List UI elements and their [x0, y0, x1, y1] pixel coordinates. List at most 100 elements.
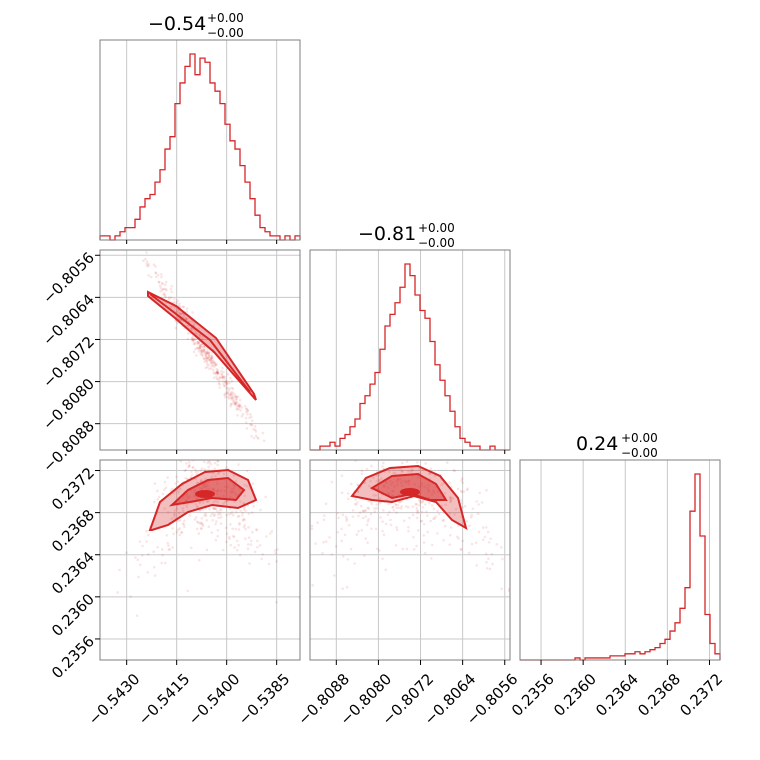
sample-point	[200, 516, 204, 520]
sample-point	[322, 514, 326, 517]
title-param-1-err-minus: −0.00	[207, 26, 244, 40]
sample-point	[217, 516, 221, 520]
sample-point	[154, 271, 158, 275]
sample-point	[229, 376, 232, 380]
sample-point	[210, 356, 214, 360]
sample-point	[225, 380, 229, 383]
sample-point	[246, 547, 250, 551]
sample-point	[176, 299, 180, 302]
sample-point	[180, 531, 184, 535]
sample-point	[159, 290, 162, 293]
sample-point	[193, 321, 196, 325]
sample-point	[227, 389, 230, 393]
sample-point	[441, 519, 445, 522]
sample-point	[199, 351, 202, 355]
sample-point	[162, 293, 165, 296]
sample-point	[195, 527, 199, 531]
sample-point	[255, 528, 259, 532]
sample-point	[227, 397, 231, 400]
sample-point	[233, 546, 236, 549]
sample-point	[178, 519, 182, 522]
sample-point	[166, 511, 170, 514]
sample-point	[205, 356, 208, 360]
sample-point	[466, 487, 469, 490]
sample-point	[444, 503, 447, 507]
sample-point	[173, 298, 176, 301]
sample-point	[237, 407, 241, 410]
sample-point	[194, 354, 198, 357]
sample-point	[415, 506, 419, 510]
scatter-points	[142, 251, 270, 457]
sample-point	[213, 363, 216, 366]
sample-point	[231, 527, 234, 531]
sample-point	[514, 597, 517, 600]
sample-point	[167, 298, 171, 301]
sample-point	[240, 406, 244, 409]
sample-point	[200, 453, 203, 456]
sample-point	[225, 466, 228, 469]
sample-point	[169, 305, 172, 309]
sample-point	[252, 427, 255, 431]
sample-point	[174, 326, 178, 330]
sample-point	[234, 401, 238, 405]
sample-point	[363, 509, 367, 513]
sample-point	[194, 516, 198, 519]
sample-point	[359, 504, 363, 508]
sample-point	[182, 523, 186, 526]
sample-point	[235, 395, 238, 399]
sample-point	[249, 423, 252, 426]
sample-point	[259, 508, 262, 512]
title-param-3-value: 0.24	[576, 433, 618, 455]
panel-background	[310, 250, 510, 450]
sample-point	[245, 469, 249, 473]
sample-point	[220, 370, 223, 373]
sample-point	[366, 519, 370, 523]
sample-point	[487, 557, 490, 561]
sample-point	[429, 467, 433, 470]
sample-point	[212, 507, 215, 510]
sample-point	[397, 506, 401, 510]
sample-point	[213, 372, 217, 376]
sample-point	[193, 342, 197, 346]
sample-point	[250, 415, 253, 419]
sample-point	[208, 359, 212, 362]
sample-point	[199, 349, 203, 353]
sample-point	[233, 392, 236, 396]
sample-point	[484, 526, 488, 529]
sample-point	[226, 392, 230, 395]
sample-point	[421, 506, 425, 509]
sample-point	[440, 483, 443, 487]
sample-point	[197, 349, 201, 353]
sample-point	[199, 344, 203, 347]
sample-point	[237, 463, 240, 466]
sample-point	[267, 454, 270, 457]
sample-point	[236, 515, 240, 518]
y-tick-label: 0.2364	[48, 548, 98, 598]
sample-point	[485, 566, 489, 570]
panel-frame	[309, 459, 511, 661]
sample-point	[240, 414, 244, 418]
x-tick-label: −0.5430	[85, 670, 144, 729]
sample-point	[244, 421, 248, 424]
sample-point	[376, 547, 379, 551]
sample-point	[167, 548, 171, 551]
sample-point	[141, 554, 144, 557]
sample-point	[485, 488, 488, 492]
sample-point	[144, 257, 147, 261]
sample-point	[384, 568, 388, 572]
sample-point	[215, 377, 219, 381]
sample-point	[477, 530, 481, 534]
sample-point	[200, 350, 204, 353]
sample-point	[160, 273, 163, 276]
sample-point	[239, 500, 242, 503]
sample-point	[430, 504, 434, 507]
sample-point	[253, 550, 257, 554]
sample-point	[246, 409, 249, 412]
sample-point	[205, 519, 209, 522]
sample-point	[177, 511, 181, 515]
sample-point	[173, 512, 176, 516]
sample-point	[199, 345, 202, 348]
sample-point	[426, 514, 429, 517]
sample-point	[460, 479, 463, 482]
sample-point	[213, 513, 217, 516]
